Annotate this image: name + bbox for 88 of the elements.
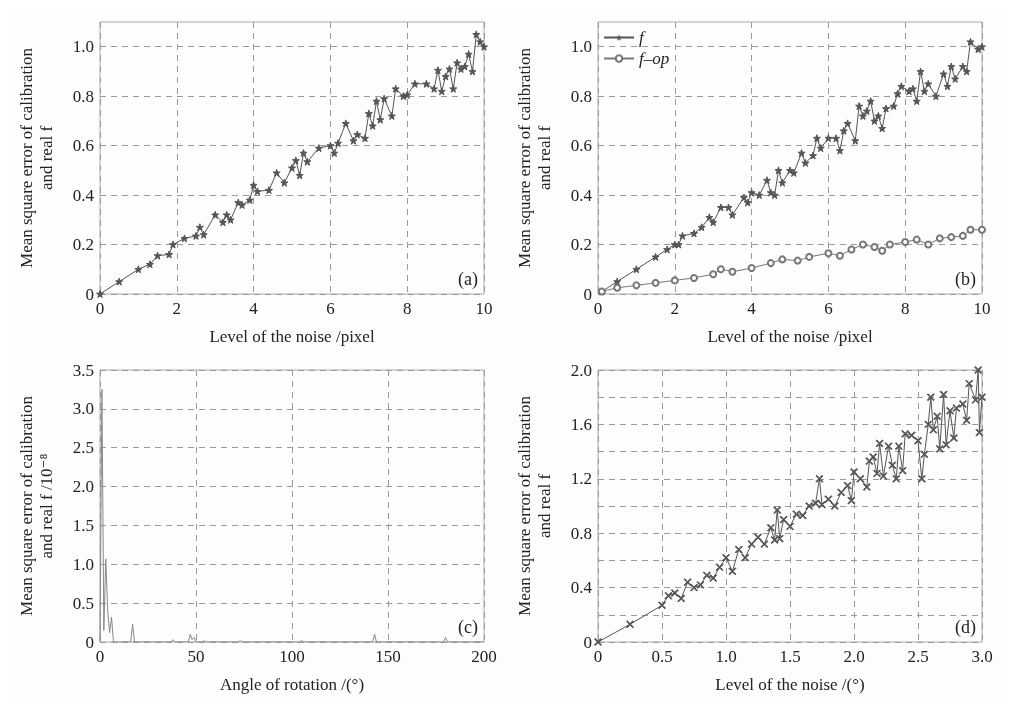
y-tick-label: 0.8	[570, 523, 592, 543]
y-tick-label: 0.2	[72, 235, 94, 255]
y-tick-label: 3.5	[72, 360, 94, 380]
y-tick-label: 0	[85, 632, 94, 652]
y-tick-label: 1.5	[72, 515, 94, 535]
point	[870, 243, 879, 252]
y-axis-title: Mean square error of calibration and real f	[16, 47, 56, 268]
x-tick-label: 50	[187, 647, 205, 666]
point	[947, 233, 956, 242]
x-tick-label: 100	[279, 647, 305, 666]
y-tick-label: 0.4	[72, 185, 95, 205]
annotation: (b)	[955, 269, 977, 290]
point	[766, 259, 775, 268]
y-tick-label: 0.6	[72, 136, 94, 156]
point	[824, 249, 833, 258]
point	[632, 281, 641, 290]
point	[847, 245, 856, 254]
point	[670, 276, 679, 285]
x-tick-label: 2.0	[843, 647, 865, 666]
y-tick-label: 1.0	[72, 37, 94, 57]
y-tick-label: 2.0	[570, 360, 592, 380]
y-tick-label: 1.6	[570, 414, 592, 434]
point	[901, 238, 910, 247]
annotation: (d)	[955, 617, 977, 638]
x-tick-label: 1.5	[779, 647, 801, 666]
y-tick-label: 3.0	[72, 399, 94, 419]
x-tick-label: 4	[249, 299, 259, 318]
y-tick-label: 0.4	[570, 185, 593, 205]
legend-label: f–op	[639, 49, 670, 68]
point	[885, 240, 894, 249]
point	[966, 225, 975, 234]
point	[935, 234, 944, 243]
legend-label: f	[639, 28, 646, 47]
x-tick-label: 200	[471, 647, 497, 666]
point	[912, 235, 921, 244]
point	[728, 267, 737, 276]
point	[747, 264, 756, 273]
point	[709, 270, 718, 279]
point	[651, 278, 660, 287]
point	[978, 225, 986, 234]
x-tick-label: 1.0	[715, 647, 737, 666]
y-tick-label: 0.4	[570, 578, 593, 598]
y-tick-label: 0	[85, 284, 94, 304]
y-tick-label: 0	[583, 632, 592, 652]
x-axis-title: Level of the noise /pixel	[209, 327, 375, 346]
y-tick-label: 1.0	[72, 554, 94, 574]
y-tick-label: 0	[583, 284, 592, 304]
x-tick-label: 150	[375, 647, 401, 666]
x-tick-label: 10	[973, 299, 991, 318]
point	[858, 240, 867, 249]
annotation: (a)	[458, 269, 479, 290]
y-tick-label: 2.0	[72, 477, 94, 497]
x-tick-label: 10	[475, 299, 493, 318]
y-tick-label: 0.8	[570, 86, 592, 106]
x-tick-label: 4	[747, 299, 757, 318]
y-tick-label: 2.5	[72, 438, 94, 458]
y-tick-label: 1.0	[570, 37, 592, 57]
x-axis-title: Angle of rotation /(°)	[219, 675, 365, 694]
x-tick-label: 2	[172, 299, 182, 318]
y-tick-label: 1.2	[570, 469, 592, 489]
y-axis-title: Mean square error of calibration and real f /10⁻⁸	[16, 395, 56, 616]
x-tick-label: 6	[824, 299, 833, 318]
x-tick-label: 6	[326, 299, 335, 318]
x-tick-label: 8	[900, 299, 910, 318]
point	[835, 251, 844, 260]
point	[778, 255, 787, 264]
annotation: (c)	[458, 617, 479, 638]
x-tick-label: 2.5	[907, 647, 929, 666]
point	[690, 273, 698, 282]
x-axis-title: Level of the noise /pixel	[707, 327, 873, 346]
x-axis-title: Level of the noise /(°)	[715, 675, 865, 694]
x-tick-label: 3.0	[971, 647, 993, 666]
point	[793, 256, 802, 265]
y-tick-label: 0.8	[72, 86, 94, 106]
point	[805, 252, 814, 261]
y-tick-label: 0.5	[72, 593, 94, 613]
x-tick-label: 8	[402, 299, 412, 318]
point	[958, 231, 967, 240]
y-axis-title: Mean square error of calibration and real f	[514, 395, 554, 616]
y-tick-label: 0.2	[570, 235, 592, 255]
y-axis-title: Mean square error of calibration and real f	[514, 47, 554, 268]
x-tick-label: 2	[670, 299, 680, 318]
point	[924, 240, 933, 249]
point	[878, 246, 887, 255]
y-tick-label: 0.6	[570, 136, 592, 156]
point	[613, 283, 622, 292]
point	[716, 265, 725, 274]
x-tick-label: 0.5	[651, 647, 673, 666]
